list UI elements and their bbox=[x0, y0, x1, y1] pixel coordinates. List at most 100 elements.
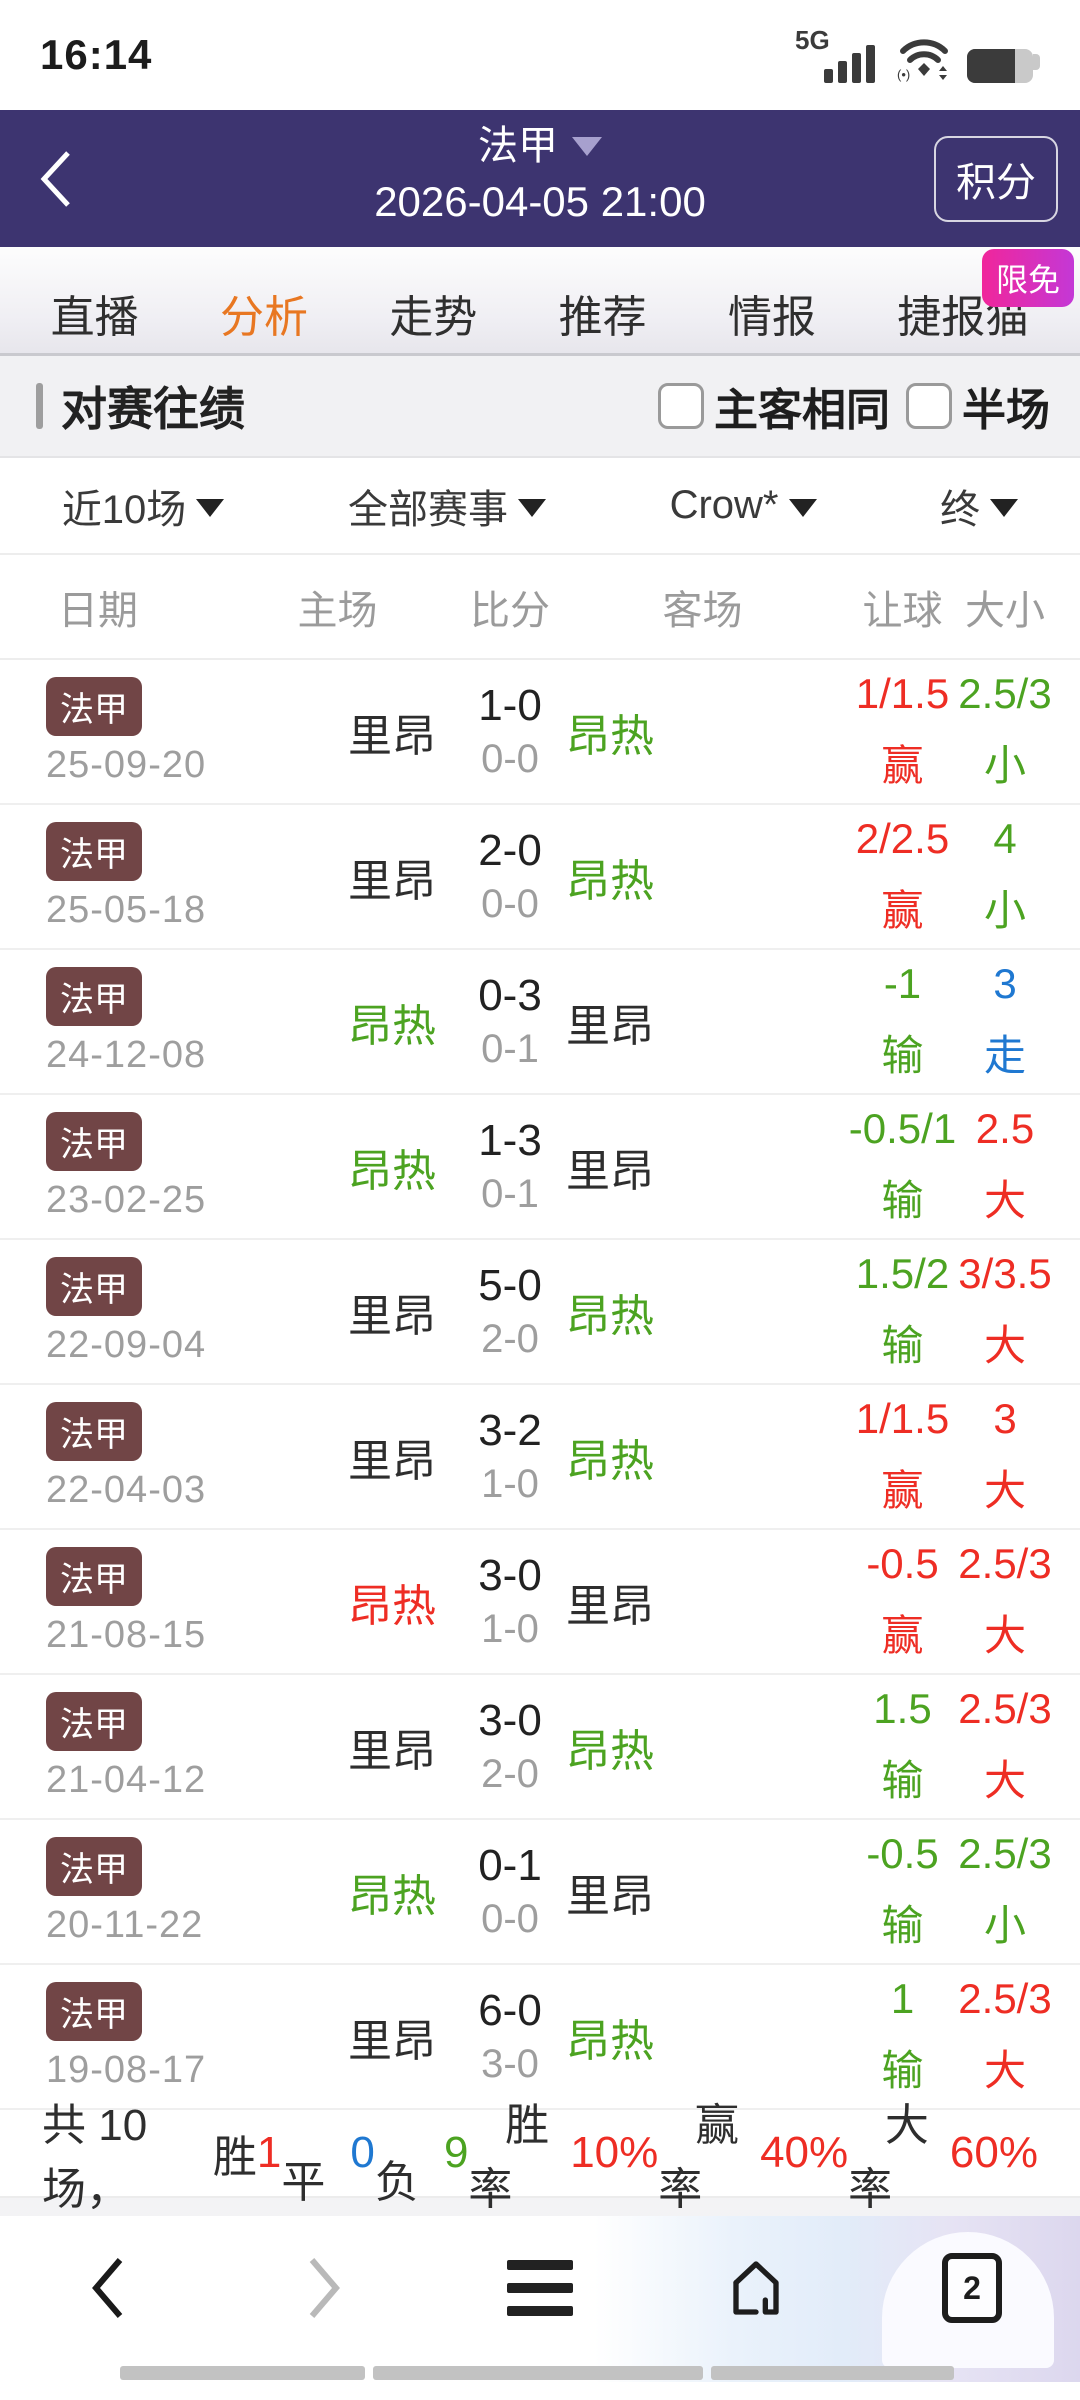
handicap-line: -0.5 bbox=[866, 1540, 939, 1587]
filter-dropdown-4[interactable]: 终 bbox=[940, 477, 1019, 535]
handicap-result: 赢 bbox=[881, 887, 924, 934]
network-type-label: 5G bbox=[795, 25, 830, 55]
match-date: 24-12-08 bbox=[46, 1033, 207, 1076]
league-badge: 法甲 bbox=[46, 1111, 142, 1171]
over-under-line: 2.5/3 bbox=[958, 1830, 1052, 1877]
summary-part: 60% bbox=[949, 2128, 1038, 2177]
handicap-result: 输 bbox=[881, 1757, 924, 1804]
summary-part: 胜 bbox=[212, 2133, 270, 2182]
table-row[interactable]: 法甲 21-08-15 昂热 3-0 1-0 里昂 -0.5 赢 2.5/3 大 bbox=[0, 1530, 1080, 1675]
half-time-score: 0-1 bbox=[481, 1172, 539, 1216]
league-badge: 法甲 bbox=[46, 676, 142, 736]
final-score: 3-0 bbox=[478, 1551, 542, 1600]
handicap-line: -0.5 bbox=[866, 1830, 939, 1877]
cellular-signal-icon: 5G bbox=[795, 25, 881, 83]
summary-part: 平 bbox=[281, 2096, 338, 2207]
league-badge: 法甲 bbox=[46, 1546, 142, 1606]
filter-dropdown-2[interactable]: 全部赛事 bbox=[348, 477, 546, 535]
final-score: 3-0 bbox=[478, 1696, 542, 1745]
column-header: 主场 bbox=[297, 588, 378, 633]
home-team: 昂热 bbox=[348, 1146, 436, 1196]
checkbox-group-1[interactable]: 主客相同 bbox=[658, 374, 890, 438]
table-row[interactable]: 法甲 22-09-04 里昂 5-0 2-0 昂热 1.5/2 输 3/3.5 … bbox=[0, 1240, 1080, 1385]
over-under-line: 2.5/3 bbox=[958, 1540, 1052, 1587]
league-badge: 法甲 bbox=[46, 1401, 142, 1461]
away-team: 昂热 bbox=[566, 1436, 654, 1486]
away-team: 昂热 bbox=[566, 1291, 654, 1341]
tab-1[interactable]: 直播 bbox=[50, 293, 139, 342]
over-under-line: 2.5/3 bbox=[958, 1975, 1052, 2022]
league-dropdown[interactable]: 法甲 bbox=[478, 118, 602, 174]
table-row[interactable]: 法甲 22-04-03 里昂 3-2 1-0 昂热 1/1.5 赢 3 大 bbox=[0, 1385, 1080, 1530]
nav-divider bbox=[0, 2198, 1080, 2216]
tab-4[interactable]: 推荐 bbox=[558, 293, 647, 342]
nav-forward-button[interactable] bbox=[264, 2243, 384, 2333]
checkbox-label: 半场 bbox=[962, 386, 1050, 435]
away-team: 里昂 bbox=[566, 1001, 654, 1051]
header-title-block: 法甲 2026-04-05 21:00 bbox=[0, 118, 1080, 230]
table-body: 法甲 25-09-20 里昂 1-0 0-0 昂热 1/1.5 赢 2.5/3 … bbox=[0, 660, 1080, 2110]
section-title: 对赛往绩 bbox=[61, 383, 245, 435]
match-date: 25-09-20 bbox=[46, 743, 207, 786]
gesture-bars[interactable] bbox=[120, 2366, 954, 2380]
tab-3[interactable]: 走势 bbox=[389, 293, 478, 342]
away-team: 里昂 bbox=[566, 1581, 654, 1631]
nav-menu-button[interactable] bbox=[480, 2243, 600, 2333]
over-under-line: 3 bbox=[993, 960, 1017, 1007]
table-row[interactable]: 法甲 19-08-17 里昂 6-0 3-0 昂热 1 输 2.5/3 大 bbox=[0, 1965, 1080, 2110]
nav-home-button[interactable] bbox=[696, 2243, 816, 2333]
chevron-down-icon bbox=[788, 498, 817, 517]
over-under-result: 小 bbox=[983, 742, 1026, 789]
final-score: 0-3 bbox=[478, 971, 542, 1020]
nav-tabs-button[interactable]: 2 bbox=[912, 2243, 1032, 2333]
final-score: 0-1 bbox=[478, 1841, 542, 1890]
table-row[interactable]: 法甲 20-11-22 昂热 0-1 0-0 里昂 -0.5 输 2.5/3 小 bbox=[0, 1820, 1080, 1965]
match-date: 23-02-25 bbox=[46, 1178, 207, 1221]
tab-bar: 直播 分析 走势 推荐 情报 捷报猫 限免 bbox=[0, 247, 1080, 356]
table-row[interactable]: 法甲 21-04-12 里昂 3-0 2-0 昂热 1.5 输 2.5/3 大 bbox=[0, 1675, 1080, 1820]
checkbox-group-2[interactable]: 半场 bbox=[906, 374, 1050, 438]
section-checkboxes: 主客相同 半场 bbox=[658, 374, 1050, 438]
tab-2[interactable]: 分析 bbox=[219, 293, 308, 342]
match-date: 25-05-18 bbox=[46, 888, 207, 931]
handicap-result: 输 bbox=[881, 1902, 924, 1949]
over-under-line: 2.5/3 bbox=[958, 670, 1052, 717]
match-date: 19-08-17 bbox=[46, 2048, 207, 2091]
league-badge: 法甲 bbox=[46, 966, 142, 1026]
nav-back-button[interactable] bbox=[48, 2243, 168, 2333]
standings-button[interactable]: 积分 bbox=[934, 135, 1058, 222]
league-badge: 法甲 bbox=[46, 821, 142, 881]
nav-forward-icon bbox=[309, 2258, 340, 2318]
checkbox-icon[interactable] bbox=[658, 383, 704, 429]
checkbox-icon[interactable] bbox=[906, 383, 952, 429]
battery-icon bbox=[967, 49, 1040, 83]
over-under-result: 大 bbox=[983, 2047, 1026, 2094]
filter-dropdown-1[interactable]: 近10场 bbox=[62, 477, 225, 535]
handicap-result: 输 bbox=[881, 1177, 924, 1224]
table-row[interactable]: 法甲 23-02-25 昂热 1-3 0-1 里昂 -0.5/1 输 2.5 大 bbox=[0, 1095, 1080, 1240]
status-bar: 16:14 5G (•) bbox=[0, 0, 1080, 110]
match-date: 20-11-22 bbox=[46, 1903, 204, 1946]
filter-label: 近10场 bbox=[61, 487, 187, 532]
handicap-result: 赢 bbox=[881, 1467, 924, 1514]
section-marker bbox=[36, 383, 43, 429]
svg-text:(•): (•) bbox=[897, 67, 910, 82]
home-icon bbox=[733, 2261, 779, 2315]
filter-dropdown-3[interactable]: Crow* bbox=[670, 483, 817, 528]
home-team: 里昂 bbox=[348, 856, 436, 906]
summary-row: 共 10 场， 胜 1 平 0 负 9 胜率 10% 赢率 40% 大率 60% bbox=[0, 2101, 1080, 2214]
away-team: 里昂 bbox=[566, 1146, 654, 1196]
back-button[interactable] bbox=[28, 144, 84, 214]
league-badge: 法甲 bbox=[46, 1981, 142, 2041]
table-row[interactable]: 法甲 24-12-08 昂热 0-3 0-1 里昂 -1 输 3 走 bbox=[0, 950, 1080, 1095]
summary-part: 10% bbox=[570, 2128, 659, 2177]
tab-5[interactable]: 情报 bbox=[727, 293, 816, 342]
home-team: 里昂 bbox=[348, 1436, 436, 1486]
over-under-result: 大 bbox=[983, 1467, 1026, 1514]
away-team: 昂热 bbox=[566, 856, 654, 906]
away-team: 昂热 bbox=[566, 711, 654, 761]
clock: 16:14 bbox=[40, 31, 153, 78]
table-row[interactable]: 法甲 25-05-18 里昂 2-0 0-0 昂热 2/2.5 赢 4 小 bbox=[0, 805, 1080, 950]
table-row[interactable]: 法甲 25-09-20 里昂 1-0 0-0 昂热 1/1.5 赢 2.5/3 … bbox=[0, 660, 1080, 805]
